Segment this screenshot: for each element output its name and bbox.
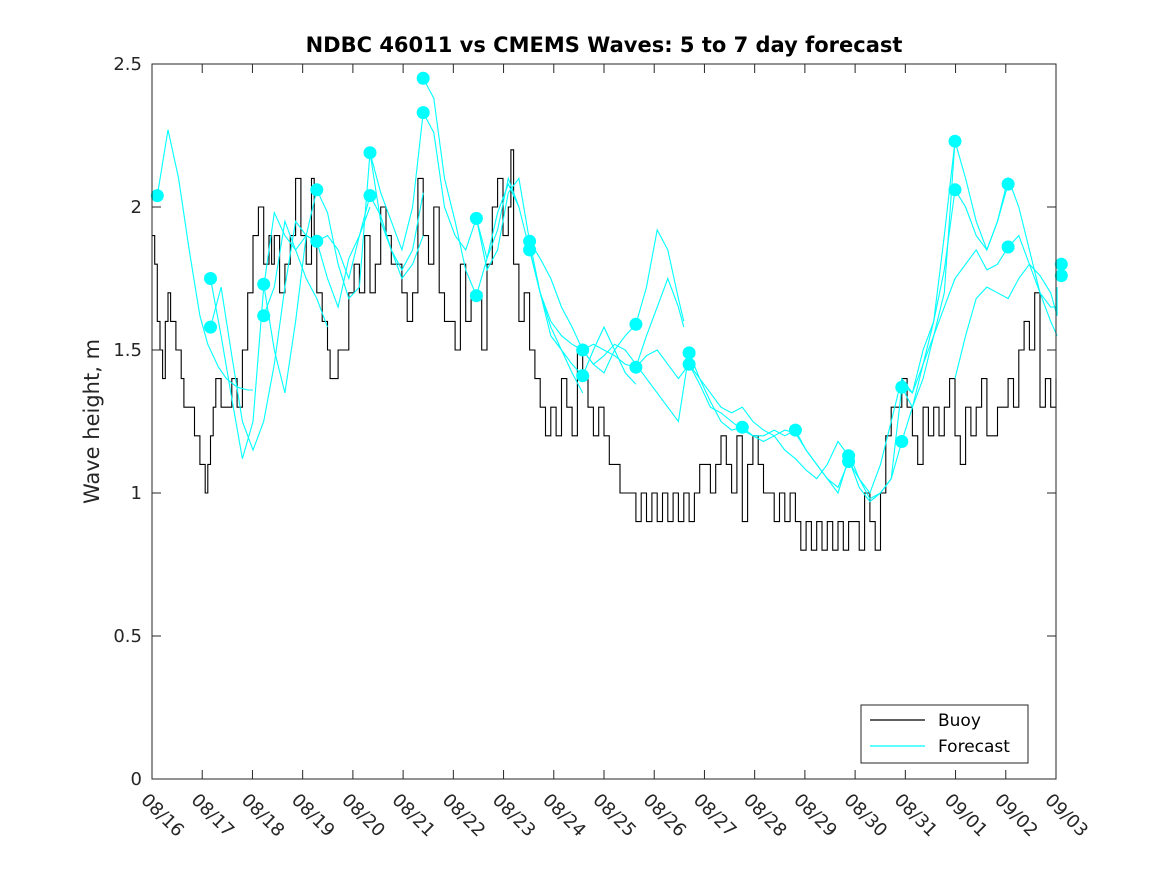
forecast-marker: [682, 346, 696, 360]
forecast-marker: [1001, 177, 1015, 191]
forecast-marker: [682, 357, 696, 371]
forecast-marker: [1001, 240, 1015, 254]
forecast-marker: [948, 183, 962, 197]
y-tick-label: 0.5: [113, 626, 142, 647]
forecast-line-15: [794, 141, 956, 503]
forecast-marker: [204, 320, 217, 334]
forecast-line-6: [369, 110, 520, 261]
forecast-marker: [629, 360, 643, 374]
y-tick-label: 2: [131, 197, 142, 218]
forecast-marker-group: [150, 71, 1068, 468]
forecast-line-19: [954, 263, 1058, 379]
legend-forecast-label: Forecast: [938, 737, 1010, 757]
chart-title: NDBC 46011 vs CMEMS Waves: 5 to 7 day fo…: [306, 33, 903, 57]
forecast-line-18: [901, 141, 1058, 394]
forecast-series-group: [156, 78, 1058, 503]
forecast-marker: [363, 189, 377, 203]
forecast-marker: [629, 317, 643, 331]
forecast-marker: [1054, 269, 1068, 283]
y-tick-label: 1.5: [113, 340, 142, 361]
legend-box: [860, 704, 1029, 764]
forecast-marker: [416, 71, 430, 85]
y-tick-label: 0: [131, 769, 142, 790]
forecast-line-1: [156, 129, 253, 391]
forecast-line-9: [529, 228, 685, 374]
forecast-line-5: [263, 194, 424, 316]
legend-buoy-label: Buoy: [938, 711, 981, 731]
forecast-marker: [257, 277, 271, 291]
forecast-marker: [788, 423, 802, 437]
forecast-line-8: [475, 177, 637, 385]
forecast-marker: [469, 289, 483, 303]
forecast-marker: [895, 380, 909, 394]
forecast-marker: [523, 243, 537, 257]
y-axis-ticks: 0 0.5 1 1.5 2 2.5: [113, 54, 1056, 790]
forecast-marker: [735, 420, 749, 434]
forecast-line-2: [209, 210, 329, 459]
forecast-marker: [416, 106, 430, 120]
forecast-marker: [469, 211, 483, 225]
forecast-marker: [257, 309, 271, 323]
legend: Buoy Forecast: [860, 704, 1029, 764]
forecast-marker: [310, 234, 324, 248]
y-axis-label: Wave height, m: [80, 339, 104, 504]
forecast-marker: [842, 455, 856, 468]
forecast-marker: [150, 189, 164, 203]
forecast-marker: [1054, 257, 1068, 271]
forecast-marker: [576, 343, 590, 357]
forecast-line-7: [422, 78, 584, 394]
forecast-marker: [310, 183, 324, 197]
y-tick-label: 2.5: [113, 54, 142, 75]
forecast-marker: [895, 435, 909, 448]
forecast-line-3: [209, 206, 371, 452]
forecast-marker: [204, 272, 217, 285]
forecast-line-10: [529, 249, 685, 368]
forecast-marker: [363, 146, 377, 160]
forecast-line-11: [582, 343, 743, 431]
y-tick-label: 1: [131, 483, 142, 504]
forecast-marker: [576, 369, 590, 383]
forecast-marker: [948, 134, 962, 148]
forecast-line-16: [848, 183, 1009, 495]
forecast-line-17: [901, 234, 1058, 442]
